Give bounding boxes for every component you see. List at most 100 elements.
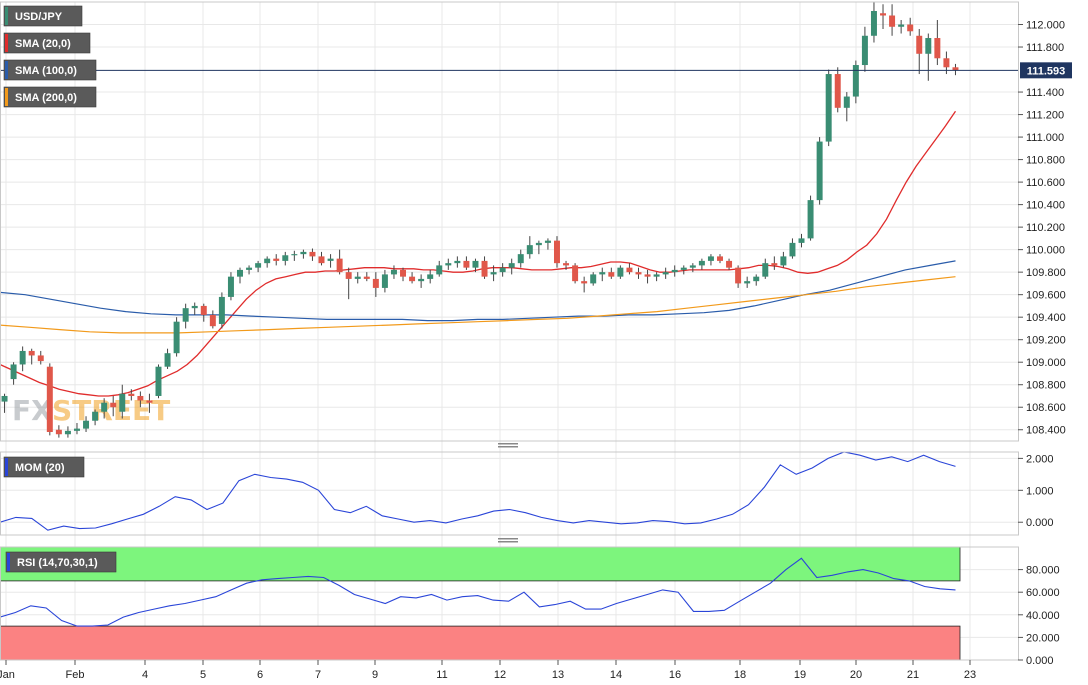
- y-tick-label: 0.000: [1026, 517, 1054, 529]
- x-tick-label: 18: [734, 669, 746, 681]
- candle-body: [209, 314, 216, 327]
- candle-body: [508, 263, 515, 268]
- candle-body: [372, 278, 379, 288]
- indicator-lines: [0, 451, 956, 627]
- candle-body: [155, 366, 162, 396]
- x-tick-label: Feb: [66, 669, 85, 681]
- mom-tag: MOM (20): [15, 462, 65, 474]
- candle-body: [861, 35, 868, 66]
- x-tick-label: 13: [552, 669, 564, 681]
- candles: [1, 2, 959, 438]
- candle-body: [807, 200, 814, 239]
- candle-body: [300, 251, 307, 255]
- candle-body: [952, 67, 959, 71]
- axes: 108.400 108.600 108.800 109.000 109.200 109.4…: [0, 20, 1066, 681]
- y-tick-label: 110.800: [1026, 155, 1065, 167]
- candle-body: [526, 245, 533, 255]
- x-tick-label: 12: [494, 669, 506, 681]
- candle-body: [28, 350, 35, 356]
- candle-body: [436, 265, 443, 275]
- current-price-label: 111.593: [1027, 65, 1066, 77]
- y-tick-label: 2.000: [1026, 453, 1054, 465]
- candle-body: [119, 393, 126, 412]
- candle-body: [381, 274, 388, 288]
- candle-body: [925, 38, 932, 54]
- x-tick-label: 5: [200, 669, 206, 681]
- y-tick-label: 111.200: [1026, 110, 1064, 122]
- candle-body: [409, 276, 416, 282]
- y-tick-label: 80.000: [1026, 565, 1060, 577]
- x-tick-label: 7: [315, 669, 321, 681]
- candle-body: [390, 269, 397, 275]
- mom-line: [0, 451, 956, 531]
- candle-body: [843, 96, 850, 108]
- candle-body: [182, 308, 189, 322]
- sma200-tag-accent: [5, 88, 8, 106]
- candle-body: [146, 400, 153, 403]
- rsi-tag-accent: [7, 553, 10, 571]
- x-tick-label: 19: [794, 669, 806, 681]
- candle-body: [798, 238, 805, 243]
- rsi-oversold-zone: [0, 625, 961, 661]
- panel-border: [0, 451, 1019, 536]
- candle-body: [608, 272, 615, 277]
- candle-body: [780, 256, 787, 266]
- candle-body: [680, 267, 687, 270]
- candle-body: [218, 296, 225, 324]
- candle-body: [499, 267, 506, 273]
- candle-body: [173, 321, 180, 354]
- watermark-fx: FX: [12, 394, 53, 427]
- candle-body: [744, 281, 751, 284]
- indicator-tags: USD/JPY SMA (20,0) SMA (100,0) SMA (200,0) M…: [3, 5, 117, 573]
- sma100-tag-accent: [5, 61, 8, 79]
- candle-body: [481, 260, 488, 277]
- candle-body: [427, 274, 434, 279]
- candle-body: [870, 11, 877, 36]
- candle-body: [454, 260, 461, 264]
- candle-body: [128, 393, 135, 396]
- candle-body: [37, 355, 44, 362]
- candle-body: [327, 258, 334, 261]
- sma200-tag: SMA (200,0): [15, 92, 77, 104]
- candle-body: [463, 260, 470, 268]
- candle-body: [653, 274, 660, 277]
- candle-body: [735, 267, 742, 284]
- x-tick-label: Jan: [0, 669, 15, 681]
- watermark-street: STREET: [52, 394, 170, 427]
- candle-body: [200, 305, 207, 315]
- sma200-tag-bg: [3, 86, 97, 108]
- candle-body: [581, 281, 588, 284]
- panel-resize-handle: [498, 538, 518, 540]
- candle-body: [726, 260, 733, 268]
- candle-body: [617, 267, 624, 277]
- candle-body: [137, 395, 144, 401]
- candle-body: [762, 263, 769, 277]
- candle-body: [590, 274, 597, 284]
- candle-body: [889, 15, 896, 27]
- panel-resize-handle: [498, 446, 518, 448]
- symbol-tag-bg: [3, 5, 83, 27]
- candle-body: [789, 242, 796, 257]
- candle-body: [825, 74, 832, 142]
- candle-body: [816, 141, 823, 201]
- candle-body: [880, 13, 887, 16]
- candle-body: [64, 430, 71, 435]
- candle-body: [282, 255, 289, 261]
- candle-body: [101, 402, 108, 412]
- y-tick-label: 112.000: [1026, 20, 1065, 32]
- candle-body: [445, 263, 452, 266]
- current-price-box: [1020, 62, 1072, 79]
- y-tick-label: 108.800: [1026, 380, 1066, 392]
- y-tick-label: 20.000: [1026, 632, 1060, 644]
- y-tick-label: 109.000: [1026, 357, 1066, 369]
- candle-body: [544, 240, 551, 243]
- candle-body: [553, 240, 560, 264]
- candle-body: [626, 267, 633, 273]
- y-tick-label: 40.000: [1026, 610, 1060, 622]
- candle-body: [717, 256, 723, 261]
- candle-body: [345, 272, 352, 279]
- x-tick-label: 11: [436, 669, 447, 681]
- x-tick-label: 20: [850, 669, 862, 681]
- y-tick-label: 1.000: [1026, 485, 1054, 497]
- candle-body: [599, 272, 606, 275]
